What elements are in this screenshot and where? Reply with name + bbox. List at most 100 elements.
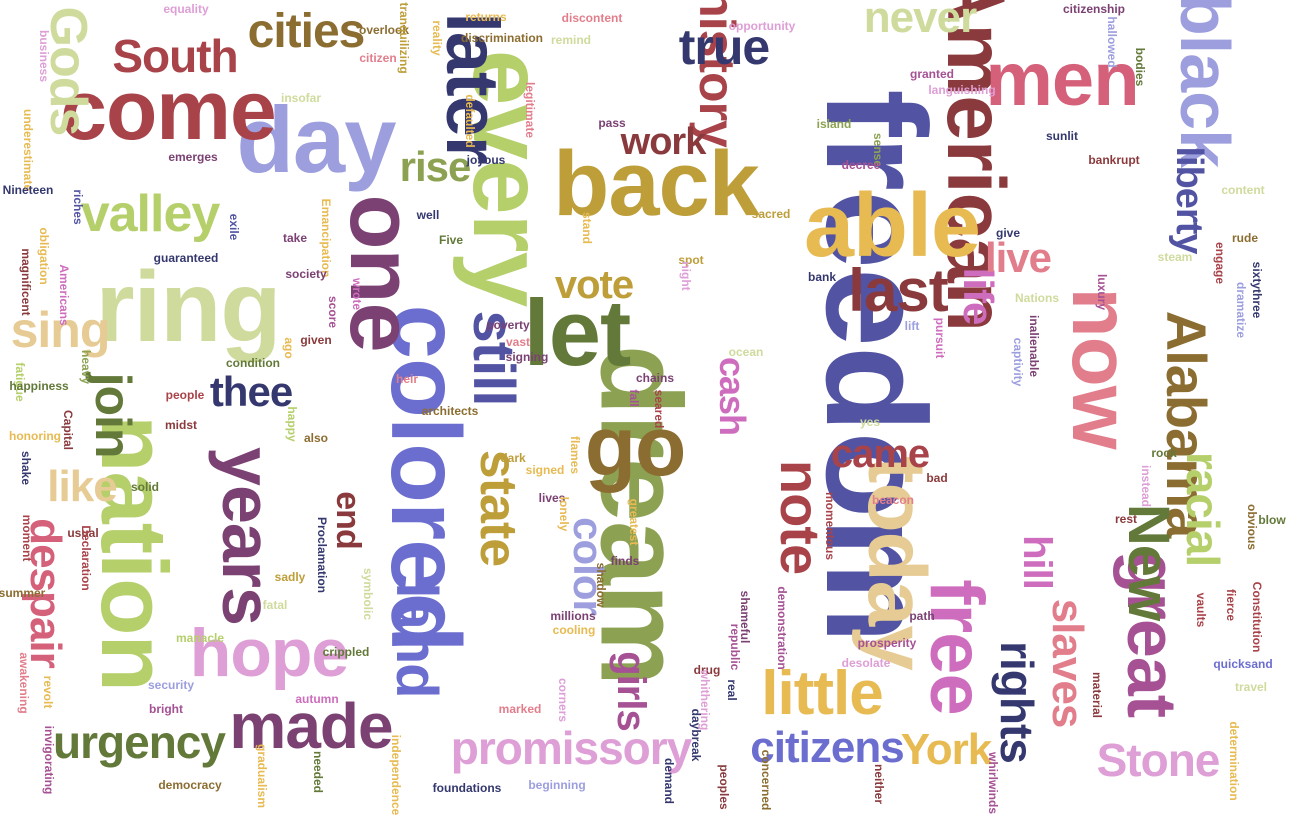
word-york: York — [900, 725, 993, 774]
word-vote: vote — [554, 263, 634, 307]
word-returns: returns — [465, 10, 507, 24]
word-awakening: awakening — [17, 652, 31, 714]
word-signed: signed — [525, 463, 565, 477]
word-concerned: concerned — [759, 749, 773, 811]
word-vast: vast — [505, 335, 531, 349]
word-honoring: honoring — [9, 429, 61, 443]
word-ring: ring — [95, 251, 282, 363]
word-gradualism: gradualism — [255, 743, 269, 809]
word-determination: determination — [1227, 721, 1241, 801]
word-day: day — [236, 87, 397, 192]
word-lonely: lonely — [557, 496, 571, 532]
word-hill: hill — [1015, 535, 1059, 589]
word-black: black — [1166, 0, 1244, 167]
word-content: content — [1221, 183, 1265, 197]
word-business: business — [37, 29, 51, 83]
word-midst: midst — [164, 418, 198, 432]
word-happiness: happiness — [9, 379, 69, 393]
word-capital: Capital — [61, 409, 75, 451]
word-symbolic: symbolic — [361, 567, 375, 621]
word-little: little — [761, 659, 883, 728]
word-real: real — [725, 679, 739, 701]
word-valley: valley — [80, 185, 221, 243]
word-five: Five — [438, 233, 464, 247]
word-signing: signing — [505, 350, 549, 364]
word-crippled: crippled — [322, 645, 370, 659]
word-remind: remind — [550, 33, 592, 47]
word-citizen: citizen — [359, 51, 397, 65]
word-opportunity: opportunity — [728, 19, 796, 33]
word-rise: rise — [399, 143, 472, 190]
word-marked: marked — [498, 702, 542, 716]
word-security: security — [147, 678, 195, 692]
word-languishing: languishing — [928, 83, 996, 97]
word-pursuit: pursuit — [933, 317, 947, 359]
word-stand: stand — [580, 211, 594, 245]
word-ocean: ocean — [728, 345, 764, 359]
word-beginning: beginning — [528, 778, 586, 792]
word-exile: exile — [227, 213, 241, 241]
word-luxury: luxury — [1095, 273, 1109, 311]
word-momentous: momentous — [823, 491, 837, 561]
word-hope: hope — [189, 615, 349, 691]
word-bank: bank — [807, 270, 837, 284]
word-shadow: shadow — [594, 562, 608, 608]
word-south: South — [112, 30, 238, 82]
word-heavy: heavy — [79, 349, 93, 385]
word-fierce: fierce — [1224, 588, 1238, 622]
word-slaves: slaves — [1043, 598, 1092, 728]
word-well: well — [416, 208, 440, 222]
word-overlook: overlook — [358, 23, 410, 37]
word-never: never — [863, 0, 977, 42]
word-wrote: wrote — [350, 277, 364, 311]
word-rude: rude — [1231, 231, 1259, 245]
word-legitimate: legitimate — [523, 81, 537, 139]
word-vaults: vaults — [1194, 592, 1208, 628]
word-condition: condition — [226, 356, 280, 370]
word-thee: thee — [209, 368, 293, 415]
word-demonstration: demonstration — [775, 586, 789, 670]
word-dark: dark — [500, 451, 526, 465]
word-end: end — [329, 491, 367, 549]
word-rock: rock — [1151, 446, 1177, 460]
word-nations: Nations — [1014, 291, 1060, 305]
word-girls: girls — [609, 651, 653, 731]
word-greatest: greatest — [627, 498, 641, 546]
word-now: now — [1055, 287, 1146, 449]
word-obligation: obligation — [37, 227, 51, 285]
word-came: came — [830, 432, 930, 476]
word-come: come — [60, 63, 276, 157]
word-architects: architects — [421, 404, 479, 418]
word-go: go — [584, 399, 687, 493]
word-men: men — [985, 37, 1139, 122]
word-dramatize: dramatize — [1234, 281, 1248, 339]
word-corners: corners — [556, 677, 570, 723]
word-last: last — [848, 257, 948, 324]
word-emancipation: Emancipation — [319, 198, 333, 278]
word-bodies: bodies — [1133, 47, 1147, 87]
word-peoples: peoples — [717, 764, 731, 810]
word-neither: neither — [872, 763, 886, 805]
word-urgency: urgency — [53, 716, 226, 768]
word-lives: lives — [538, 491, 566, 505]
word-quicksand: quicksand — [1213, 657, 1273, 671]
word-hallowed: hallowed — [1105, 16, 1119, 68]
word-foundations: foundations — [432, 781, 502, 795]
word-emerges: emerges — [168, 150, 218, 164]
word-sing: sing — [10, 302, 111, 358]
word-like: like — [47, 462, 117, 511]
word-happy: happy — [285, 406, 299, 442]
word-reality: reality — [430, 20, 444, 56]
word-take: take — [282, 231, 308, 245]
word-proclamation: Proclamation — [315, 516, 329, 594]
word-fatal: fatal — [262, 598, 288, 612]
word-nineteen: Nineteen — [2, 183, 54, 197]
word-sunlit: sunlit — [1046, 129, 1078, 143]
word-whirlwinds: whirlwinds — [986, 751, 1000, 815]
word-constitution: Constitution — [1250, 581, 1264, 653]
word-beacon: beacon — [871, 493, 915, 507]
word-discrimination: discrimination — [460, 31, 544, 45]
word-daybreak: daybreak — [689, 708, 703, 762]
word-citizenship: citizenship — [1062, 2, 1126, 16]
word-finds: finds — [610, 554, 640, 568]
